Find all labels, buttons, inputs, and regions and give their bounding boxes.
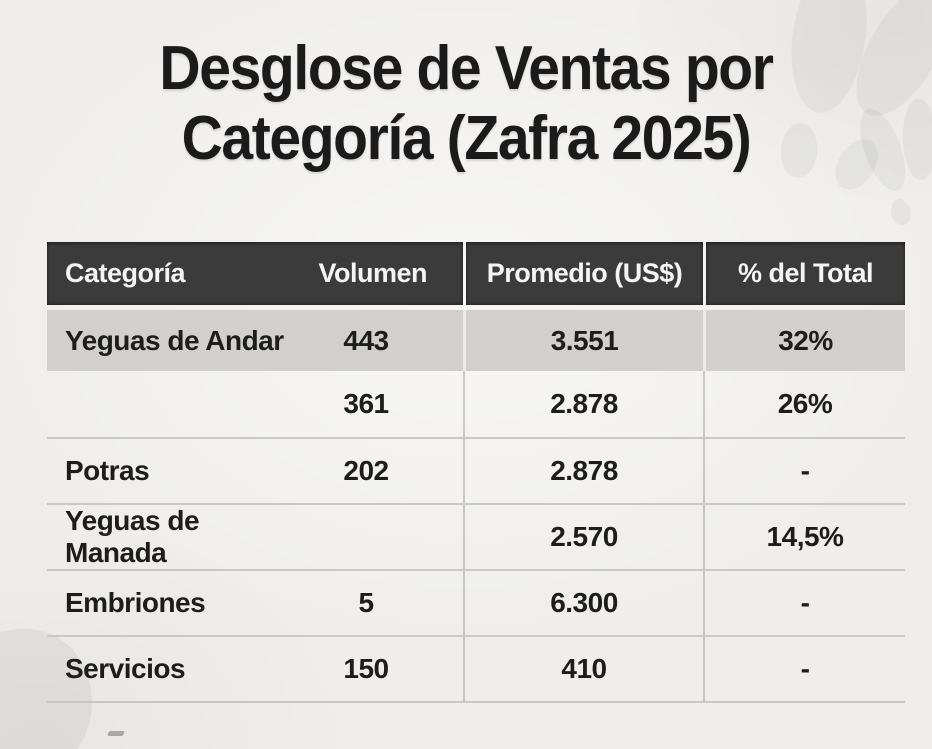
cell-categoria: Potras (65, 455, 150, 486)
cell-pct-total: 32% (703, 310, 905, 371)
table-header-row: Categoría Volumen Promedio (US$) % del T… (47, 242, 905, 305)
cell-promedio: 6.300 (463, 571, 703, 635)
sales-breakdown-table: Categoría Volumen Promedio (US$) % del T… (47, 242, 905, 703)
cell-volumen (285, 505, 463, 569)
table-row-yeguas-de-andar: Yeguas de Andar 443 3.551 32% (47, 310, 905, 371)
table-row-potras: Potras 202 2.878 - (47, 437, 905, 503)
cell-promedio: 3.551 (463, 310, 703, 371)
cell-promedio: 2.570 (463, 505, 703, 569)
cell-volumen: 202 (343, 455, 389, 486)
page-title: Desglose de Ventas por Categoría (Zafra … (37, 34, 894, 174)
cell-categoria: Yeguas de Andar (65, 324, 284, 356)
cell-promedio: 410 (463, 637, 703, 701)
cell-categoria (47, 371, 285, 437)
cell-pct-total: - (703, 571, 905, 635)
column-header-categoria: Categoría (65, 258, 186, 288)
cell-pct-total: 14,5% (703, 505, 905, 569)
ink-speck-icon (107, 731, 125, 736)
table-row-unlabeled: 361 2.878 26% (47, 371, 905, 437)
column-header-promedio-label: Promedio (US$) (486, 258, 683, 288)
cell-categoria: Yeguas de Manada (65, 505, 200, 568)
cell-volumen: 361 (343, 388, 389, 419)
column-header-pct-total: % del Total (706, 242, 905, 305)
title-line-2: Categoría (Zafra 2025) (181, 104, 752, 173)
header-block-categoria-volumen: Categoría Volumen (47, 242, 463, 305)
table-body: Yeguas de Andar 443 3.551 32% 361 2.878 … (47, 310, 905, 703)
cell-promedio: 2.878 (463, 439, 703, 503)
cell-volumen: 5 (358, 587, 374, 618)
column-header-pct-total-label: % del Total (737, 258, 874, 288)
table-row-servicios: Servicios 150 410 - (47, 635, 905, 701)
column-header-volumen: Volumen (318, 258, 427, 288)
cell-pct-total: - (703, 439, 905, 503)
cell-categoria: Embriones (65, 587, 206, 618)
cell-volumen: 443 (343, 324, 389, 356)
cell-pct-total: 26% (703, 371, 905, 437)
cell-volumen: 150 (343, 653, 389, 684)
cell-promedio: 2.878 (463, 371, 703, 437)
cell-categoria: Servicios (65, 653, 186, 684)
table-row-yeguas-de-manada: Yeguas de Manada 2.570 14,5% (47, 503, 905, 569)
title-line-1: Desglose de Ventas por (159, 34, 774, 103)
column-header-promedio: Promedio (US$) (466, 242, 703, 305)
table-row-embriones: Embriones 5 6.300 - (47, 569, 905, 635)
cell-pct-total: - (703, 637, 905, 701)
